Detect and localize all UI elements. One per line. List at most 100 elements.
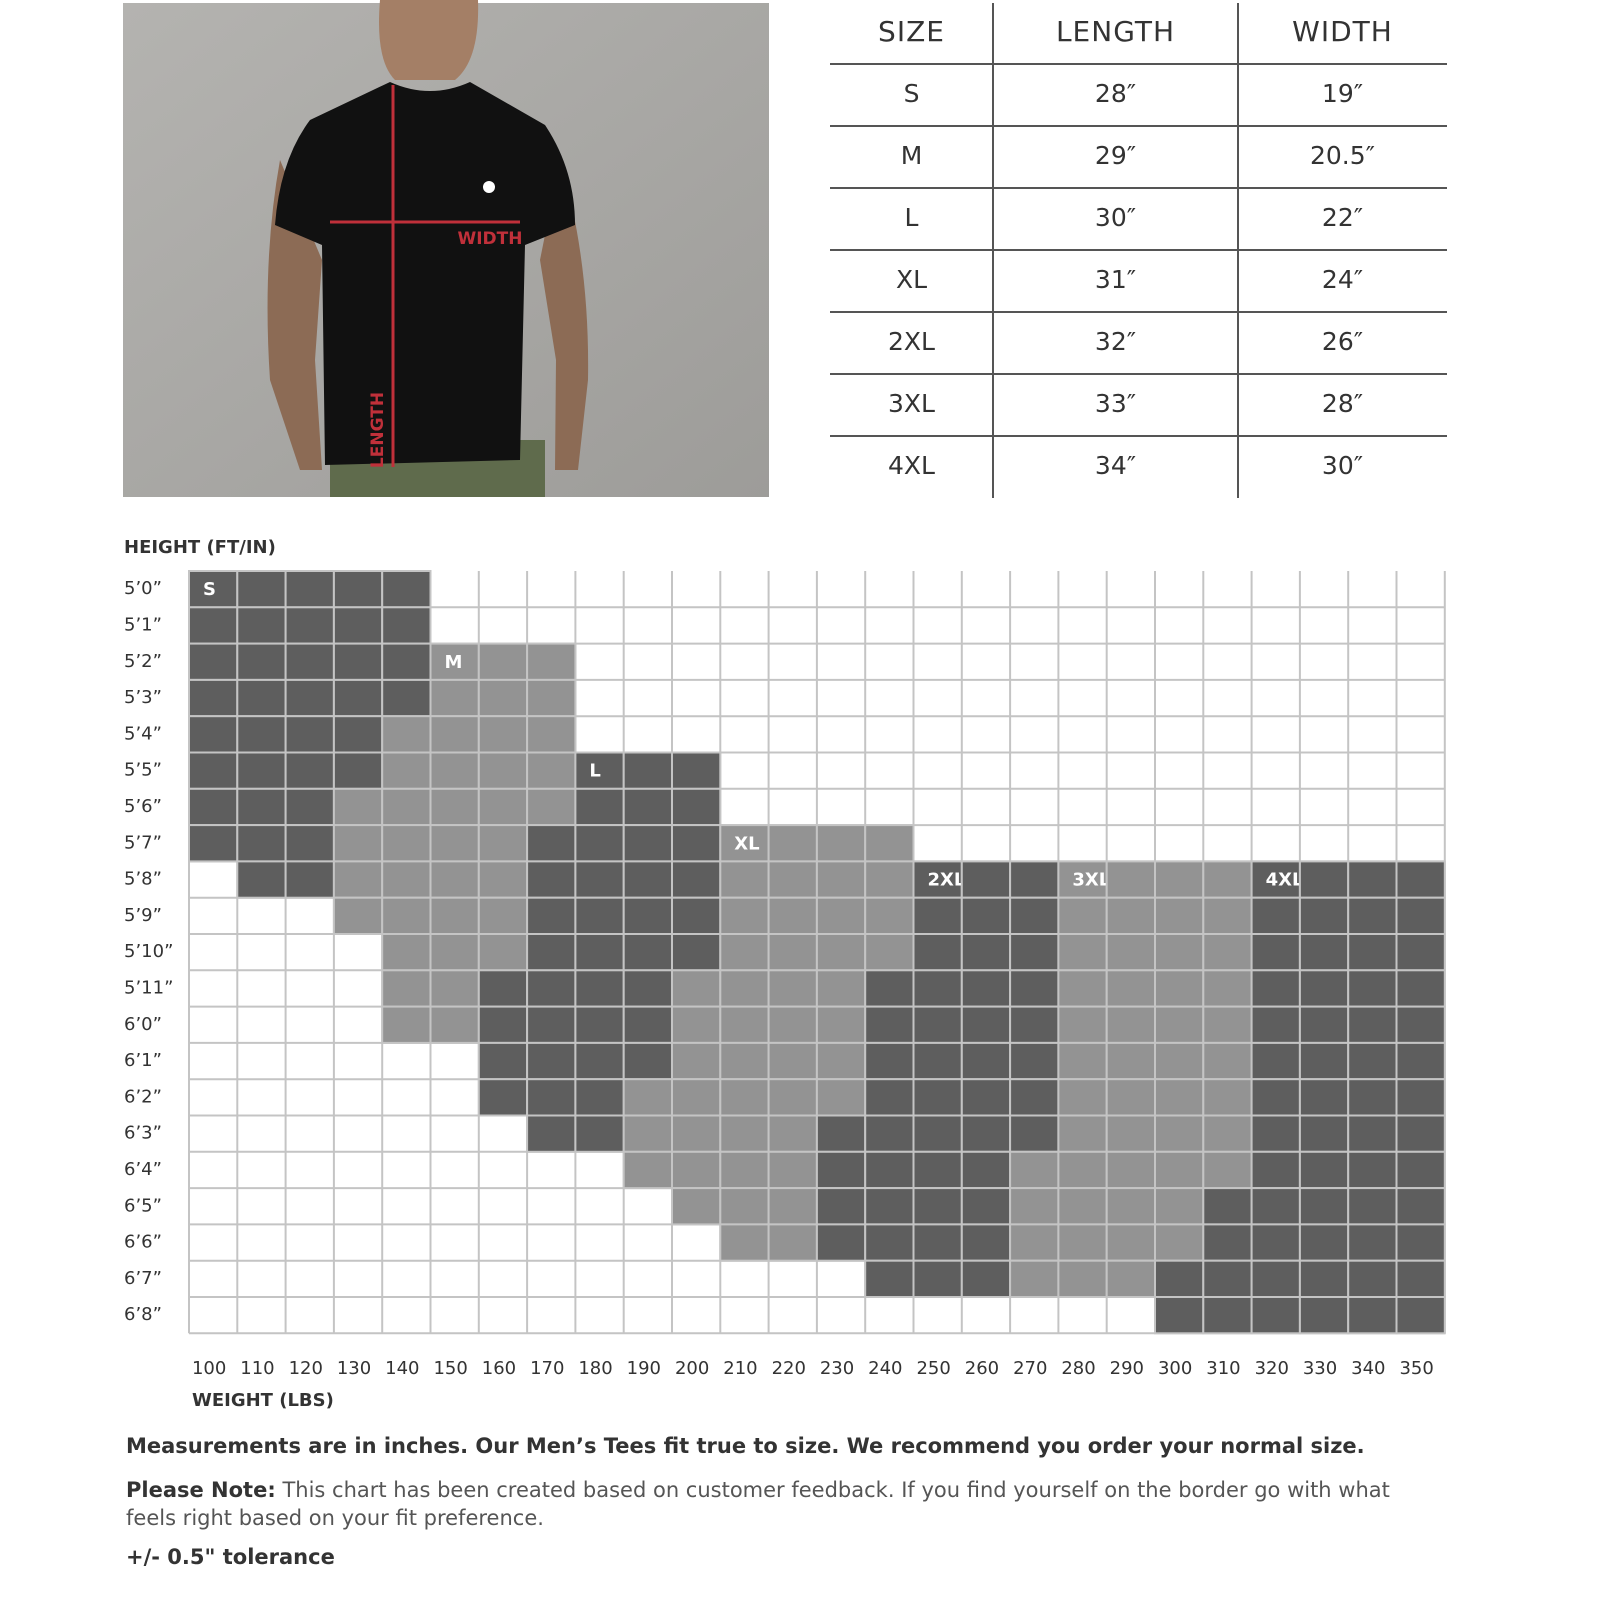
size-cell: [1250, 1223, 1301, 1262]
size-cell: [622, 787, 674, 827]
size-cell: [1105, 1150, 1156, 1190]
size-cell: [284, 715, 335, 754]
size-cell: [815, 1150, 867, 1190]
size-cell: [574, 751, 625, 790]
y-axis-title: HEIGHT (FT/IN): [124, 537, 276, 558]
x-tick-label: 320: [1255, 1358, 1289, 1379]
height-weight-chart: HEIGHT (FT/IN) WEIGHT (LBS) S M L XL 2XL 3XL 4XL…: [124, 537, 1446, 1411]
size-cell: [1154, 860, 1205, 899]
y-tick-label: 5’2”: [124, 651, 162, 672]
x-tick-label: 110: [240, 1358, 274, 1379]
y-tick-label: 6’0”: [124, 1014, 162, 1035]
size-cell: [1250, 1187, 1301, 1226]
size-cell: [236, 751, 287, 790]
size-cell: [477, 896, 529, 936]
size-cell: [719, 824, 770, 863]
size-cell: [1202, 1296, 1253, 1335]
size-cell: [1154, 933, 1205, 972]
size-cell: [574, 969, 625, 1008]
size-cell: [864, 824, 915, 863]
size-cell: [332, 824, 384, 863]
size-cell: [671, 1005, 722, 1044]
size-cell: [767, 860, 818, 899]
size-cell: [574, 1078, 625, 1117]
size-cell: [1395, 1041, 1446, 1081]
size-cell: [284, 570, 335, 609]
y-tick-label: 6’1”: [124, 1050, 162, 1071]
y-tick-label: 5’8”: [124, 869, 162, 890]
size-cell: [1057, 933, 1108, 972]
size-cell: [767, 1150, 818, 1190]
size-cell: [1395, 1078, 1446, 1117]
size-cell: [1395, 1223, 1446, 1262]
size-cell: [1347, 1041, 1398, 1081]
size-cell: [1250, 896, 1301, 936]
size-cell: [1009, 1223, 1060, 1262]
size-cell: [526, 1078, 577, 1117]
size-cell: [477, 787, 529, 827]
size-cell: [429, 642, 480, 681]
size-cell: [381, 860, 432, 899]
size-cell: [526, 1041, 577, 1081]
size-cell: [912, 933, 963, 972]
size-cell: [526, 678, 577, 718]
y-tick-label: 6’7”: [124, 1268, 162, 1289]
size-cell: [671, 751, 722, 790]
size-cell: [622, 933, 674, 972]
table-cell: 29″: [1095, 141, 1136, 170]
size-cell: [864, 1259, 915, 1298]
size-cell: [1154, 896, 1205, 936]
size-cell: [284, 751, 335, 790]
size-cell: [864, 1150, 915, 1190]
size-cell: [671, 933, 722, 972]
size-cell: [332, 860, 384, 899]
size-cell: [1057, 1187, 1108, 1226]
size-cell: [864, 969, 915, 1008]
size-cell: [864, 1078, 915, 1117]
size-cell: [1298, 1150, 1350, 1190]
size-cell: [671, 787, 722, 827]
y-tick-label: 6’5”: [124, 1195, 162, 1216]
size-cell: [1154, 1223, 1205, 1262]
table-cell: 34″: [1095, 451, 1136, 480]
x-tick-label: 280: [1061, 1358, 1095, 1379]
x-tick-label: 240: [868, 1358, 902, 1379]
size-cell: [574, 787, 625, 827]
size-cell: [671, 1041, 722, 1081]
size-cell: [1395, 933, 1446, 972]
size-cell: [381, 606, 432, 645]
y-tick-label: 5’1”: [124, 614, 162, 635]
size-cell: [622, 824, 674, 863]
size-cell: [1347, 1150, 1398, 1190]
size-cell: [1298, 1296, 1350, 1335]
size-cell: [429, 860, 480, 899]
size-cell: [864, 1223, 915, 1262]
x-tick-label: 150: [433, 1358, 467, 1379]
size-cell: [767, 933, 818, 972]
size-cell: [574, 860, 625, 899]
size-label: S: [203, 579, 216, 600]
y-tick-label: 6’6”: [124, 1232, 162, 1253]
size-cell: [1009, 1005, 1060, 1044]
y-tick-label: 5’9”: [124, 905, 162, 926]
size-cell: [815, 1223, 867, 1262]
size-cell: [1154, 1187, 1205, 1226]
size-cell: [1057, 896, 1108, 936]
size-cell: [960, 1114, 1012, 1153]
size-cell: [236, 570, 287, 609]
y-tick-label: 6’3”: [124, 1123, 162, 1144]
size-cell: [526, 860, 577, 899]
size-cell: [477, 824, 529, 863]
tolerance-note: +/- 0.5" tolerance: [126, 1545, 335, 1569]
size-cell: [622, 1114, 674, 1153]
size-cell: [429, 678, 480, 718]
size-label: 4XL: [1266, 870, 1304, 891]
size-cell: [381, 969, 432, 1008]
feedback-note: Please Note: This chart has been created…: [126, 1476, 1426, 1532]
size-cell: [1202, 1078, 1253, 1117]
size-cell: [671, 1150, 722, 1190]
size-cell: [1298, 1187, 1350, 1226]
size-cell: [864, 1041, 915, 1081]
size-cell: [1395, 1296, 1446, 1335]
x-tick-label: 210: [723, 1358, 757, 1379]
